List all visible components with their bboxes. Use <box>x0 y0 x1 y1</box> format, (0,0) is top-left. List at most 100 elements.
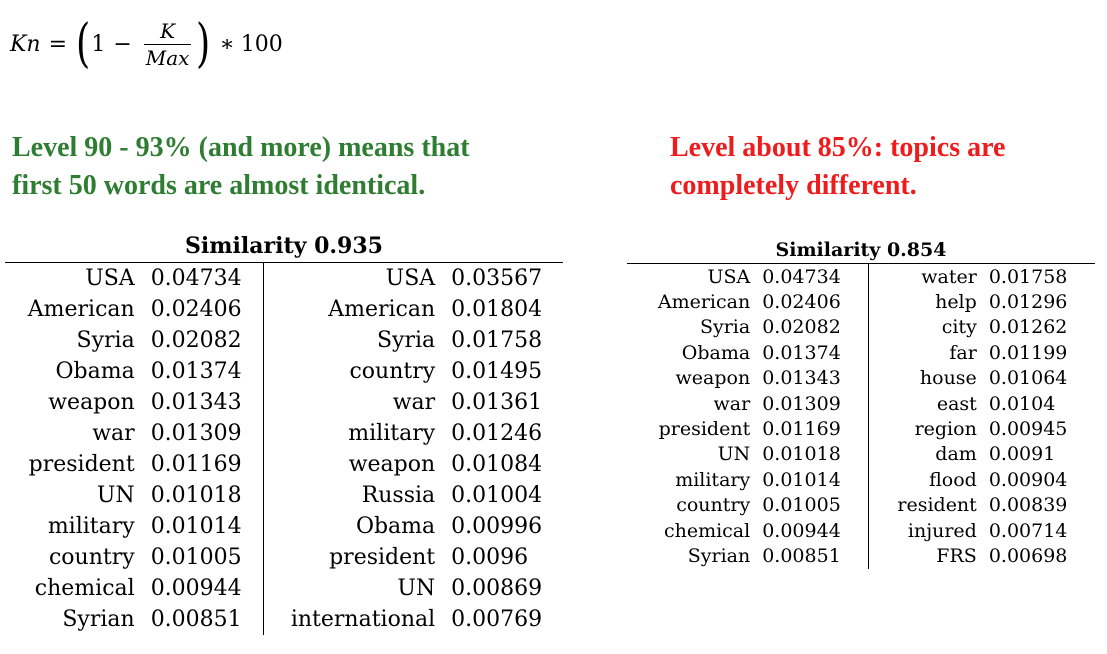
right-weight-cell: 0.00904 <box>988 468 1068 491</box>
right-weight-cell: 0.03567 <box>451 266 543 291</box>
right-weight-cell: 0.00769 <box>451 607 543 632</box>
table-row: Syria 0.02082 city 0.01262 <box>627 314 1095 341</box>
left-word-cell: weapon <box>675 367 751 390</box>
right-weight-cell: 0.01495 <box>451 359 543 384</box>
right-word-cell: war <box>392 390 436 415</box>
right-word-cell: UN <box>397 576 436 601</box>
right-word-cell: USA <box>385 266 436 291</box>
right-word-cell: international <box>290 607 436 632</box>
formula-fraction: K Max <box>143 18 192 70</box>
right-word-cell: weapon <box>348 452 436 477</box>
left-word-cell: chemical <box>663 519 751 542</box>
right-weight-cell: 0.01758 <box>988 265 1068 288</box>
right-weight-cell: 0.0104 <box>988 392 1056 415</box>
green-note-line-2: first 50 words are almost identical. <box>12 170 426 201</box>
right-weight-cell: 0.01361 <box>451 390 543 415</box>
left-word-cell: chemical <box>34 576 135 601</box>
formula-numerator: K <box>160 18 176 43</box>
table-row: weapon 0.01343 war 0.01361 <box>5 387 563 418</box>
formula-hundred: 100 <box>240 31 283 57</box>
right-weight-cell: 0.01084 <box>451 452 543 477</box>
table-row: Syrian 0.00851 international 0.00769 <box>5 604 563 635</box>
left-weight-cell: 0.01014 <box>142 511 264 542</box>
right-weight-cell: 0.01246 <box>451 421 543 446</box>
table-row: USA 0.04734 USA 0.03567 <box>5 262 563 294</box>
left-weight-cell: 0.02082 <box>142 325 264 356</box>
left-weight-cell: 0.01343 <box>756 365 870 391</box>
right-word-cell: resident <box>897 494 977 517</box>
left-weight-cell: 0.01169 <box>756 416 870 442</box>
green-note-line-1: Level 90 - 93% (and more) means that <box>12 132 470 163</box>
left-weight-cell: 0.01309 <box>756 390 870 417</box>
right-word-cell: American <box>328 297 436 322</box>
left-weight-cell: 0.00944 <box>756 517 870 544</box>
right-word-cell: help <box>935 291 977 314</box>
left-weight-cell: 0.01309 <box>142 418 264 449</box>
table-row: chemical 0.00944 injured 0.00714 <box>627 517 1095 544</box>
table-1-body: USA 0.04734 USA 0.03567 American 0.02406 Ameri… <box>5 262 563 635</box>
left-weight-cell: 0.01018 <box>756 441 870 468</box>
left-weight-cell: 0.04734 <box>756 263 870 290</box>
table-row: president 0.01169 region 0.00945 <box>627 416 1095 442</box>
left-word-cell: weapon <box>48 390 135 415</box>
left-weight-cell: 0.02406 <box>142 294 264 325</box>
left-weight-cell: 0.01169 <box>142 449 264 480</box>
left-word-cell: Syria <box>76 328 135 353</box>
right-weight-cell: 0.00839 <box>988 494 1068 517</box>
formula-one: 1 <box>91 31 106 57</box>
right-weight-cell: 0.00714 <box>988 519 1068 542</box>
left-word-cell: president <box>658 418 751 441</box>
left-weight-cell: 0.00944 <box>142 573 264 604</box>
formula-minus: − <box>113 31 132 57</box>
left-word-cell: war <box>92 421 135 446</box>
table-row: president 0.01169 weapon 0.01084 <box>5 449 563 480</box>
right-weight-cell: 0.01296 <box>988 291 1068 314</box>
left-word-cell: Syrian <box>62 607 135 632</box>
table-row: American 0.02406 American 0.01804 <box>5 294 563 325</box>
right-weight-cell: 0.00996 <box>451 514 543 539</box>
table-row: war 0.01309 military 0.01246 <box>5 418 563 449</box>
left-weight-cell: 0.02406 <box>756 289 870 315</box>
left-weight-cell: 0.00851 <box>142 604 264 635</box>
table-row: American 0.02406 help 0.01296 <box>627 289 1095 315</box>
left-weight-cell: 0.01005 <box>142 542 264 573</box>
right-weight-cell: 0.01758 <box>451 328 543 353</box>
left-weight-cell: 0.01005 <box>756 492 870 518</box>
table-row: Obama 0.01374 country 0.01495 <box>5 356 563 387</box>
formula-equals: = <box>48 31 68 57</box>
formula-denominator: Max <box>145 45 190 70</box>
left-weight-cell: 0.04734 <box>142 262 264 294</box>
right-weight-cell: 0.01004 <box>451 483 543 508</box>
right-word-cell: Syria <box>376 328 436 353</box>
table-row: military 0.01014 Obama 0.00996 <box>5 511 563 542</box>
left-word-cell: Syrian <box>687 544 751 567</box>
left-weight-cell: 0.01374 <box>142 356 264 387</box>
right-word-cell: house <box>919 367 977 390</box>
left-weight-cell: 0.01343 <box>142 387 264 418</box>
left-weight-cell: 0.01374 <box>756 340 870 366</box>
right-word-cell: Russia <box>361 483 436 508</box>
formula-close-paren: ) <box>196 14 211 74</box>
right-word-cell: region <box>914 418 977 441</box>
left-weight-cell: 0.00851 <box>756 543 870 569</box>
table-row: chemical 0.00944 UN 0.00869 <box>5 573 563 604</box>
right-weight-cell: 0.01262 <box>988 316 1068 339</box>
left-weight-cell: 0.01014 <box>756 467 870 493</box>
formula-open-paren: ( <box>76 14 91 74</box>
fraction-bar <box>143 43 192 45</box>
table-row: country 0.01005 president 0.0096 <box>5 542 563 573</box>
formula-lhs: Kn <box>10 31 41 57</box>
right-word-cell: east <box>936 392 977 415</box>
left-word-cell: military <box>675 468 751 491</box>
red-note-line-2: completely different. <box>670 170 917 201</box>
right-word-cell: far <box>949 341 977 364</box>
table-row: Syria 0.02082 Syria 0.01758 <box>5 325 563 356</box>
table-row: UN 0.01018 dam 0.0091 <box>627 441 1095 468</box>
left-word-cell: UN <box>96 483 135 508</box>
table-row: USA 0.04734 water 0.01758 <box>627 263 1095 290</box>
table-row: Obama 0.01374 far 0.01199 <box>627 340 1095 366</box>
table-row: weapon 0.01343 house 0.01064 <box>627 365 1095 391</box>
left-word-cell: president <box>28 452 135 477</box>
right-weight-cell: 0.0091 <box>988 443 1056 466</box>
right-weight-cell: 0.01804 <box>451 297 543 322</box>
